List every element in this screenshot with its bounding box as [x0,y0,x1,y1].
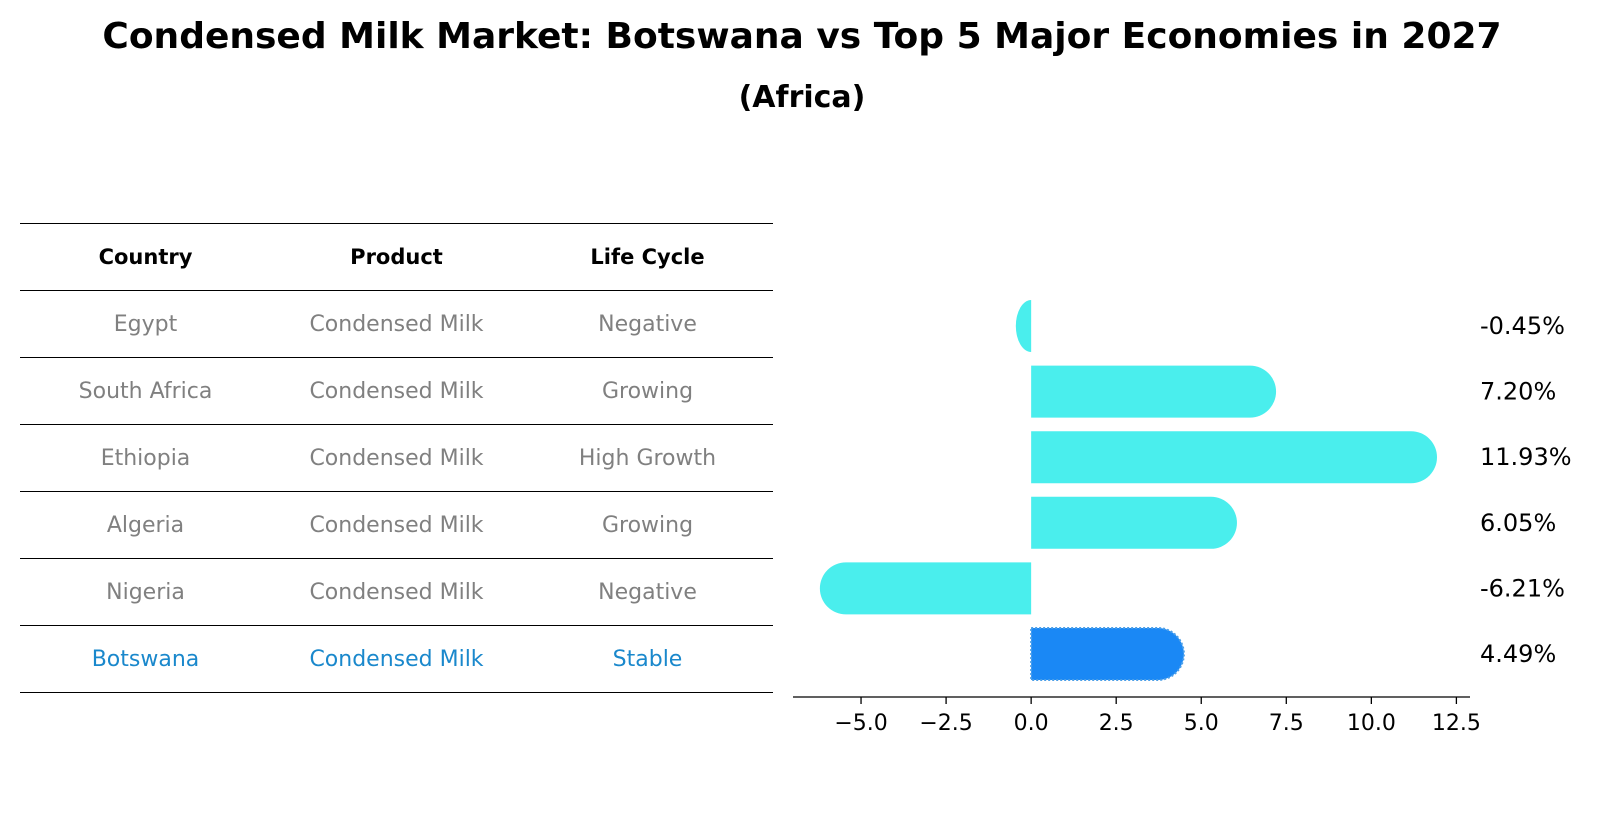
table-rule-bottom [20,692,773,693]
table-rule [20,625,773,626]
header-life-cycle: Life Cycle [590,245,705,269]
value-label: 11.93% [1480,443,1572,471]
bar-egypt [1015,300,1032,352]
value-label: 6.05% [1480,509,1556,537]
cell-product: Condensed Milk [309,311,484,337]
bar-ethiopia [1031,431,1438,484]
cell-product: Condensed Milk [309,646,484,672]
value-label: -0.45% [1480,312,1565,340]
cell-life-cycle: Growing [601,378,694,404]
cell-life-cycle: Negative [598,311,697,337]
table-row: Ethiopia Condensed Milk High Growth [20,425,773,491]
cell-product: Condensed Milk [309,378,484,404]
table-header-row: Country Product Life Cycle [20,224,773,290]
data-table: Country Product Life Cycle Egypt Condens… [20,223,773,693]
chart-subtitle: (Africa) [738,80,866,115]
cell-life-cycle: Stable [612,646,683,672]
cell-life-cycle: Negative [598,579,697,605]
cell-country: Algeria [106,512,185,538]
x-tick-label: −5.0 [834,711,887,736]
value-label: 4.49% [1480,640,1556,668]
x-tick-label: 7.5 [1269,711,1304,736]
cell-country: Egypt [113,311,178,337]
table-rule-top [20,223,773,224]
value-label: -6.21% [1480,574,1565,602]
value-label: 7.20% [1480,378,1556,406]
header-country: Country [98,245,193,269]
cell-country: Nigeria [106,579,185,605]
cell-life-cycle: Growing [601,512,694,538]
header-product: Product [350,245,443,269]
cell-life-cycle: High Growth [578,445,717,471]
table-rule [20,357,773,358]
x-tick-label: 10.0 [1347,711,1396,736]
x-tick-label: 0.0 [1014,711,1049,736]
table-row: Algeria Condensed Milk Growing [20,492,773,558]
x-tick-label: 12.5 [1432,711,1481,736]
cell-product: Condensed Milk [309,512,484,538]
bar-nigeria [819,562,1032,615]
table-rule [20,491,773,492]
x-tick-label: −2.5 [919,711,972,736]
cell-country: South Africa [78,378,213,404]
cell-product: Condensed Milk [309,579,484,605]
table-row: South Africa Condensed Milk Growing [20,358,773,424]
cell-country: Botswana [91,646,200,672]
bar-algeria [1031,496,1237,549]
x-tick-label: 2.5 [1099,711,1134,736]
table-row: Egypt Condensed Milk Negative [20,291,773,357]
bar-botswana [1030,627,1185,681]
table-rule [20,558,773,559]
x-tick-label: 5.0 [1184,711,1219,736]
table-rule [20,424,773,425]
bar-south-africa [1031,365,1277,418]
table-row-highlight: Botswana Condensed Milk Stable [20,626,773,692]
cell-product: Condensed Milk [309,445,484,471]
table-rule [20,290,773,291]
cell-country: Ethiopia [100,445,191,471]
table-row: Nigeria Condensed Milk Negative [20,559,773,625]
chart-title: Condensed Milk Market: Botswana vs Top 5… [102,16,1502,57]
